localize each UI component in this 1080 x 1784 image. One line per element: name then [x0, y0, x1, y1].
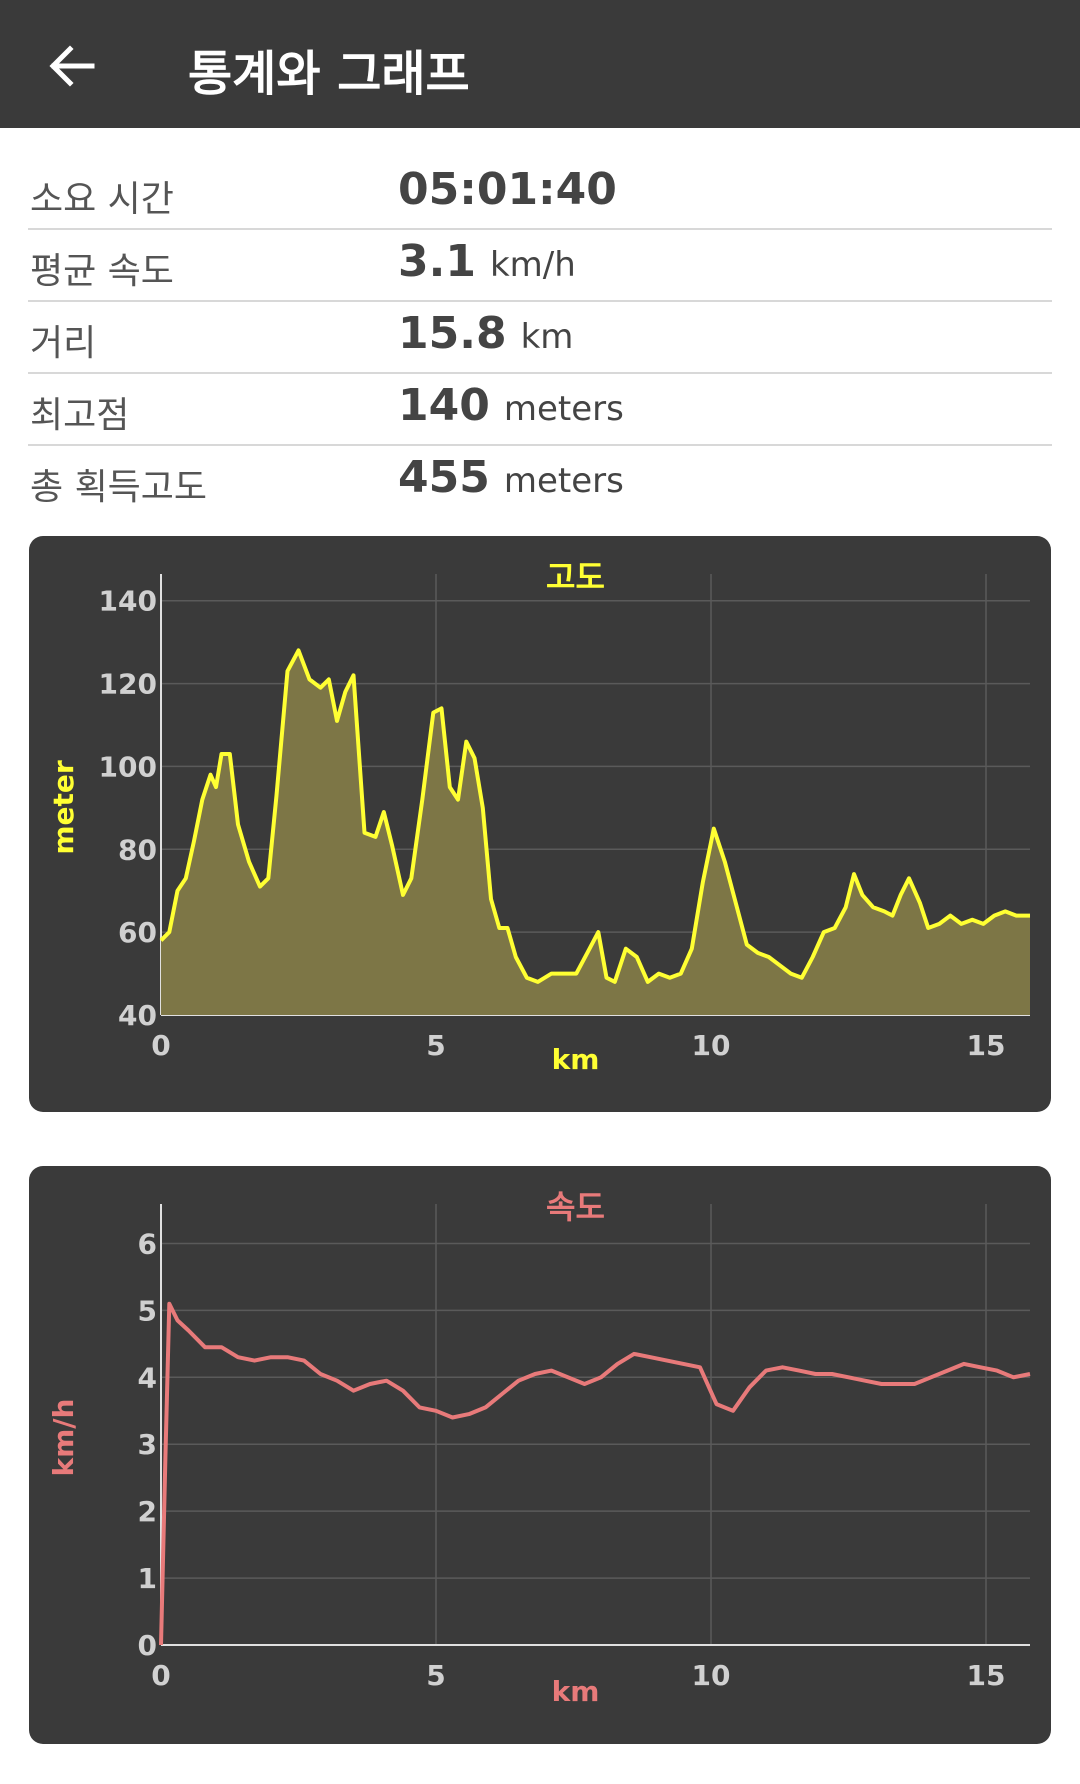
- x-tick-label: 5: [426, 1659, 445, 1692]
- x-tick-label: 15: [967, 1029, 1006, 1062]
- stat-value: 140 meters: [398, 380, 624, 431]
- app-bar: 통계와 그래프: [0, 0, 1080, 128]
- stat-value: 05:01:40: [398, 164, 617, 215]
- y-tick-label: 0: [138, 1629, 157, 1662]
- stat-unit: meters: [503, 389, 624, 429]
- stat-label: 총 획득고도: [30, 467, 208, 508]
- stat-row-avg-speed: 평균 속도 3.1 km/h: [28, 230, 1052, 302]
- x-tick-label: 15: [967, 1659, 1006, 1692]
- x-tick-label: 10: [692, 1029, 731, 1062]
- speed-chart-card: 0 5 10 15 0 1 2 3 4 5 6 속도 km km/h: [29, 1166, 1051, 1744]
- y-tick-label: 100: [99, 750, 157, 783]
- y-tick-label: 40: [118, 999, 157, 1032]
- stat-unit: meters: [503, 461, 624, 501]
- stat-unit: km/h: [489, 245, 576, 285]
- stat-label: 평균 속도: [30, 251, 174, 292]
- speed-chart: 0 5 10 15 0 1 2 3 4 5 6 속도 km km/h: [47, 1188, 1031, 1708]
- stat-row-duration: 소요 시간 05:01:40: [28, 158, 1052, 230]
- elevation-chart-card: 0 5 10 15 40 60 80 100 120 140 고도 km meter: [29, 536, 1051, 1112]
- y-tick-label: 3: [138, 1428, 157, 1461]
- x-tick-label: 10: [692, 1659, 731, 1692]
- stat-value: 3.1 km/h: [398, 236, 576, 287]
- stat-row-distance: 거리 15.8 km: [28, 302, 1052, 374]
- x-tick-label: 0: [151, 1029, 170, 1062]
- stat-row-total-ascent: 총 획득고도 455 meters: [28, 446, 1052, 516]
- x-axis-label: km: [552, 1043, 600, 1076]
- stat-value: 15.8 km: [398, 308, 574, 359]
- y-tick-label: 4: [138, 1361, 157, 1394]
- stat-row-max-elevation: 최고점 140 meters: [28, 374, 1052, 446]
- y-tick-label: 6: [138, 1227, 157, 1260]
- y-axis-label: meter: [47, 760, 80, 855]
- stat-value: 455 meters: [398, 452, 624, 503]
- y-tick-label: 80: [118, 833, 157, 866]
- page-title: 통계와 그래프: [188, 46, 470, 102]
- y-tick-label: 1: [138, 1562, 157, 1595]
- series-area: [161, 650, 1030, 1015]
- chart-title: 속도: [546, 1188, 605, 1226]
- x-tick-label: 0: [151, 1659, 170, 1692]
- y-tick-label: 140: [99, 585, 157, 618]
- stat-label: 최고점: [30, 395, 130, 436]
- chart-title: 고도: [546, 558, 605, 596]
- stat-label: 거리: [30, 323, 97, 364]
- stats-table: 소요 시간 05:01:40 평균 속도 3.1 km/h 거리 15.8 km 최…: [28, 158, 1052, 516]
- y-tick-label: 60: [118, 916, 157, 949]
- y-tick-label: 120: [99, 668, 157, 701]
- y-tick-label: 2: [138, 1495, 157, 1528]
- stat-label: 소요 시간: [30, 179, 174, 220]
- y-tick-label: 5: [138, 1294, 157, 1327]
- elevation-chart: 0 5 10 15 40 60 80 100 120 140 고도 km meter: [47, 558, 1031, 1076]
- arrow-left-icon[interactable]: [46, 40, 98, 92]
- x-axis-label: km: [552, 1675, 600, 1708]
- series-line: [159, 1301, 1031, 1646]
- stat-unit: km: [520, 317, 574, 357]
- x-tick-label: 5: [426, 1029, 445, 1062]
- y-axis-label: km/h: [47, 1399, 80, 1477]
